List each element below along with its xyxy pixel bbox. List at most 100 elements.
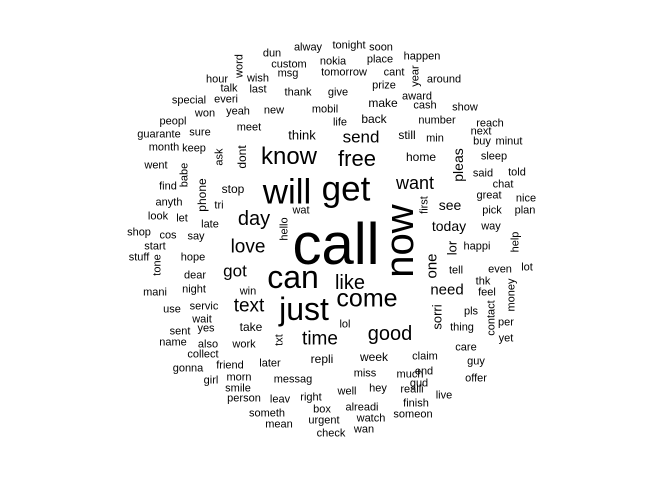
word-tri: tri: [214, 199, 224, 212]
word-call: call: [292, 212, 380, 277]
word-also: also: [197, 338, 219, 351]
word-free: free: [338, 146, 376, 171]
word-someth: someth: [248, 407, 286, 420]
word-talk: talk: [220, 82, 238, 95]
word-plan: plan: [514, 204, 536, 217]
word-check: check: [316, 427, 346, 440]
word-contact: contact: [485, 300, 498, 336]
word-live: live: [435, 389, 453, 402]
word-lol: lol: [339, 318, 351, 331]
word-feel: feel: [478, 286, 496, 299]
word-still: still: [398, 128, 416, 142]
word-wan: wan: [353, 423, 375, 436]
word-award: award: [402, 90, 432, 103]
word-meet: meet: [236, 121, 262, 134]
word-around: around: [426, 73, 462, 86]
word-send: send: [342, 127, 380, 147]
word-person: person: [227, 392, 261, 405]
word-special: special: [171, 94, 207, 107]
word-sleep: sleep: [480, 150, 508, 163]
word-month: month: [148, 141, 180, 154]
word-told: told: [508, 166, 526, 179]
word-friend: friend: [216, 359, 244, 372]
word-day: day: [237, 208, 271, 230]
word-keep: keep: [182, 142, 206, 155]
word-today: today: [431, 218, 467, 234]
word-home: home: [405, 150, 437, 164]
word-pls: pls: [463, 305, 479, 318]
word-want: want: [395, 173, 435, 193]
word-nice: nice: [515, 192, 537, 205]
word-sent: sent: [169, 325, 191, 338]
word-tone: tone: [151, 254, 164, 276]
word-someon: someon: [393, 408, 433, 421]
word-offer: offer: [465, 372, 487, 385]
word-hey: hey: [369, 382, 387, 395]
word-give: give: [327, 86, 349, 99]
word-hello: hello: [278, 217, 291, 241]
word-thank: thank: [284, 86, 312, 99]
word-start: start: [144, 240, 166, 253]
word-lor: lor: [444, 240, 460, 256]
word-happi: happi: [463, 240, 491, 253]
word-went: went: [144, 159, 168, 172]
word-mean: mean: [265, 418, 293, 431]
word-tonight: tonight: [332, 39, 366, 52]
word-year: year: [409, 65, 422, 87]
word-thk: thk: [475, 275, 491, 288]
word-name: name: [159, 336, 187, 349]
word-back: back: [361, 112, 387, 126]
word-got: got: [223, 261, 247, 281]
word-girl: girl: [203, 374, 219, 387]
word-look: look: [147, 210, 169, 223]
word-right: right: [300, 391, 322, 404]
word-soon: soon: [369, 41, 393, 54]
word-yes: yes: [197, 322, 215, 335]
word-late: late: [201, 218, 219, 231]
word-later: later: [259, 357, 281, 370]
word-get: get: [321, 169, 371, 209]
word-even: even: [488, 263, 512, 276]
word-tell: tell: [448, 264, 464, 277]
word-week: week: [359, 350, 389, 364]
word-stuff: stuff: [128, 251, 150, 264]
word-love: love: [230, 236, 266, 258]
word-servic: servic: [189, 300, 219, 313]
word-ask: ask: [213, 148, 226, 166]
word-msg: msg: [277, 67, 299, 80]
word-pleas: pleas: [450, 148, 466, 182]
word-guy: guy: [467, 355, 485, 368]
word-help: help: [509, 231, 522, 253]
word-need: need: [430, 281, 464, 299]
word-minut: minut: [495, 135, 523, 148]
word-babe: babe: [178, 162, 191, 188]
word-dont: dont: [235, 145, 249, 169]
word-say: say: [187, 230, 205, 243]
word-custom: custom: [271, 58, 307, 71]
word-anyth: anyth: [155, 196, 183, 209]
word-win: win: [239, 285, 257, 298]
word-happen: happen: [403, 50, 441, 63]
word-find: find: [159, 180, 177, 193]
word-won: won: [194, 107, 216, 120]
word-yeah: yeah: [226, 105, 250, 118]
word-claim: claim: [412, 350, 438, 363]
word-gud: gud: [409, 377, 429, 390]
word-now: now: [378, 204, 422, 278]
word-great: great: [476, 189, 502, 202]
word-care: care: [455, 341, 477, 354]
word-morn: morn: [226, 371, 252, 384]
word-next: next: [470, 125, 492, 138]
word-time: time: [302, 328, 338, 350]
word-number: number: [418, 114, 456, 127]
word-peopl: peopl: [159, 115, 187, 128]
word-word: word: [233, 54, 246, 78]
word-lot: lot: [521, 261, 533, 274]
word-cash: cash: [413, 99, 437, 112]
word-txt: txt: [273, 334, 286, 346]
word-like: like: [334, 272, 366, 294]
word-text: text: [233, 295, 265, 317]
word-leav: leav: [269, 393, 291, 406]
word-one: one: [423, 253, 441, 279]
word-take: take: [239, 320, 263, 334]
